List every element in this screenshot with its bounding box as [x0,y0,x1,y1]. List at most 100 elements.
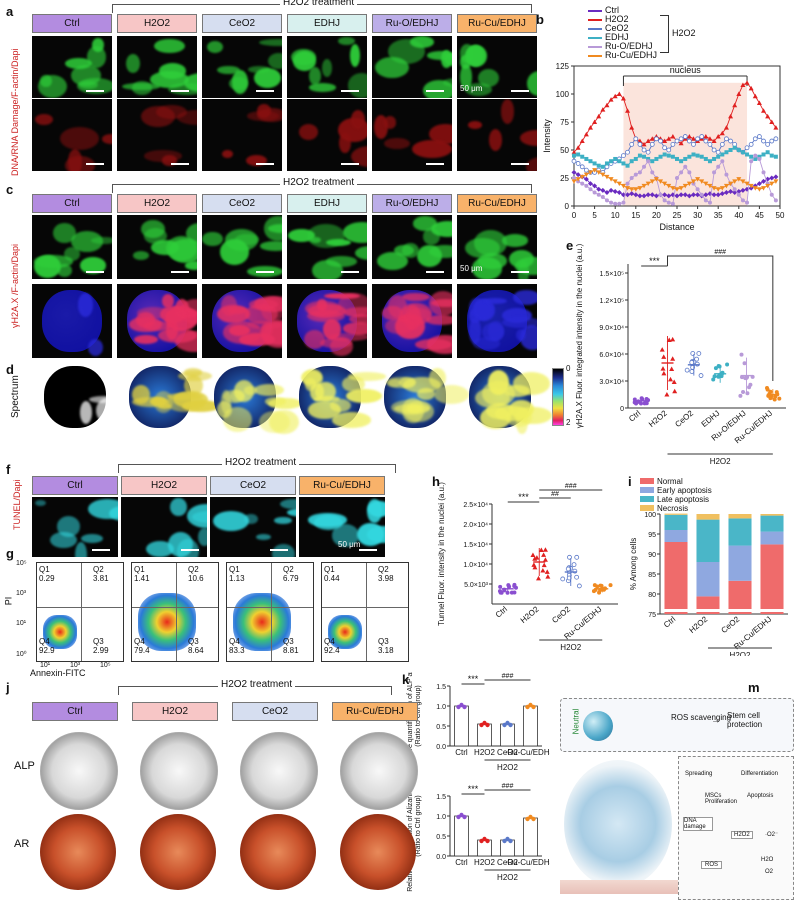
data-point [661,354,667,359]
scale-bar [256,163,274,165]
data-point [689,369,695,374]
data-point [728,181,734,187]
panel-f-header-3: Ru-Cu/EDHJ [299,476,385,495]
panel-d-spectrum-4 [380,362,470,432]
y-tick-label: 100 [556,90,570,99]
x-tick-label: 50 [776,211,785,220]
panel-label-i: i [628,474,632,489]
nucleus-label: nucleus [670,65,702,75]
data-point [600,195,605,200]
sig-label: *** [649,256,660,266]
data-point [716,374,721,379]
panel-g-ytick-2: 10¹ [16,620,27,627]
group-label: H2O2 [497,873,518,882]
gate-line-h [227,607,313,608]
data-point [761,152,766,157]
data-point [672,388,678,394]
data-point [609,200,614,205]
data-point [506,583,511,588]
legend-bracket [660,15,669,53]
panel-d-spectrum-2 [210,362,302,434]
panel-c-nucleus-5 [457,284,537,358]
x-tick-label: Ru-Cu/EDHJ [507,858,550,867]
panel-label-c: c [6,182,14,197]
data-point [513,585,518,590]
data-point [715,192,721,198]
quadrant-q2: Q2 3.98 [378,565,394,583]
data-point [666,153,671,158]
colorbar-top-label: 0 [566,364,571,373]
data-point [575,177,581,182]
spectrum-map [129,366,221,428]
bar-segment-Late apoptosis [760,515,784,532]
data-point [598,583,603,588]
chart-b-intensity-line: 0 5 10 15 20 25 30 35 40 45 50 0 25 50 75 100 125 Distanc… [542,62,785,232]
density-blob [233,593,291,651]
sig-bracket-2 [667,255,774,381]
legend-text: Ru-Cu/EDHJ [605,50,658,60]
data-point [613,201,618,206]
x-tick-label: 10 [611,211,620,220]
data-point [674,193,680,199]
data-point [774,390,779,395]
data-point [604,161,609,166]
x-tick-label: 0 [572,211,577,220]
panel-c-factin-image-3 [287,215,367,279]
data-point [662,152,667,157]
y-tick-label: 1.0×10⁴ [463,562,488,569]
data-point [740,150,745,155]
data-point [584,156,589,161]
scale-bar [426,271,444,273]
data-point [642,164,647,169]
data-point [738,393,743,398]
nucleus-blob [467,290,537,352]
ros-scavenging-label: ROS scavenging [671,713,732,722]
data-point [542,557,548,562]
data-point [658,154,663,159]
data-point [608,97,614,102]
legend-text: Necrosis [657,504,688,513]
x-tick-label: CeO2 [673,408,695,429]
data-point [592,168,598,173]
panel-j-ar-well-0 [40,814,116,890]
differentiation-label: Differentiation [741,771,778,777]
scale-bar [426,163,444,165]
data-point [691,142,696,147]
data-point [682,183,688,189]
data-point [600,187,606,193]
data-point [773,174,779,180]
stem-cell-label: Stem cell protection [727,711,763,729]
quadrant-q4: Q4 92.4 [324,637,340,655]
data-point [686,181,692,187]
data-point [629,187,635,192]
colorbar-bottom-label: 2 [566,418,571,427]
data-point [670,356,676,361]
x-tick-label: 20 [652,211,661,220]
panel-f-ylabel: TUNEL/Dapi [12,479,22,530]
data-point [678,136,684,142]
panel-a-dna-image-5 [457,99,537,171]
data-point [641,141,647,147]
data-point [703,156,708,161]
panel-g-ytick-1: 10³ [16,590,27,597]
data-point [711,147,717,153]
sig-label: *** [518,492,529,502]
y-tick-label: 80 [648,592,656,599]
data-point [642,401,647,406]
data-point [662,181,668,187]
data-point [736,177,742,182]
panel-f-tunel-image-1 [121,497,207,557]
panel-g-xtick-1: 10³ [70,662,81,669]
y-tick-label: 2.5×10⁴ [463,502,488,509]
data-point [659,347,665,352]
data-point [707,136,713,141]
data-point [625,163,630,168]
data-point [588,187,593,192]
panel-c-factin-image-4 [372,215,452,279]
panel-a-factin-image-0 [32,36,112,98]
scale-bar [86,163,104,165]
quadrant-q4: Q4 83.3 [229,637,245,655]
data-point [725,362,730,367]
data-point [716,363,721,368]
bar-segment-Early apoptosis [696,562,720,597]
